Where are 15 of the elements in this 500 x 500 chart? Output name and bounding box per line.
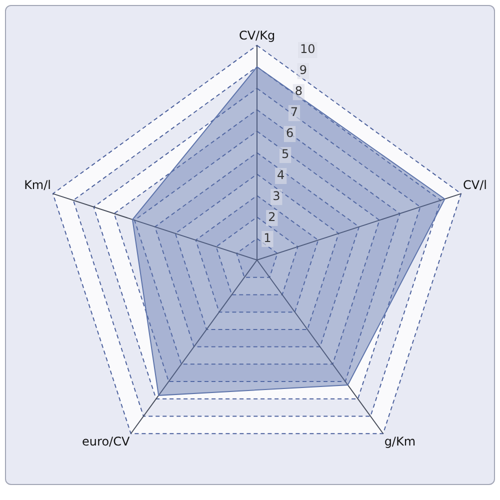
y-tick-label: 10 [300,42,316,56]
spoke-label: g/Km [384,434,416,449]
spoke-label: euro/CV [82,434,130,449]
y-tick-label: 1 [264,231,272,246]
spoke-label: CV/Kg [238,28,276,42]
y-tick-label: 4 [277,168,285,182]
y-tick-label: 7 [290,105,298,120]
spoke-label: Km/l [24,178,51,192]
y-tick-label: 3 [272,189,280,204]
y-tick-label: 2 [268,210,276,224]
y-tick-label: 9 [299,63,307,78]
y-tick-label: 6 [286,126,294,140]
y-tick-label: 5 [281,147,290,162]
y-tick-label: 8 [294,84,303,98]
spoke-label: CV/l [463,178,487,192]
